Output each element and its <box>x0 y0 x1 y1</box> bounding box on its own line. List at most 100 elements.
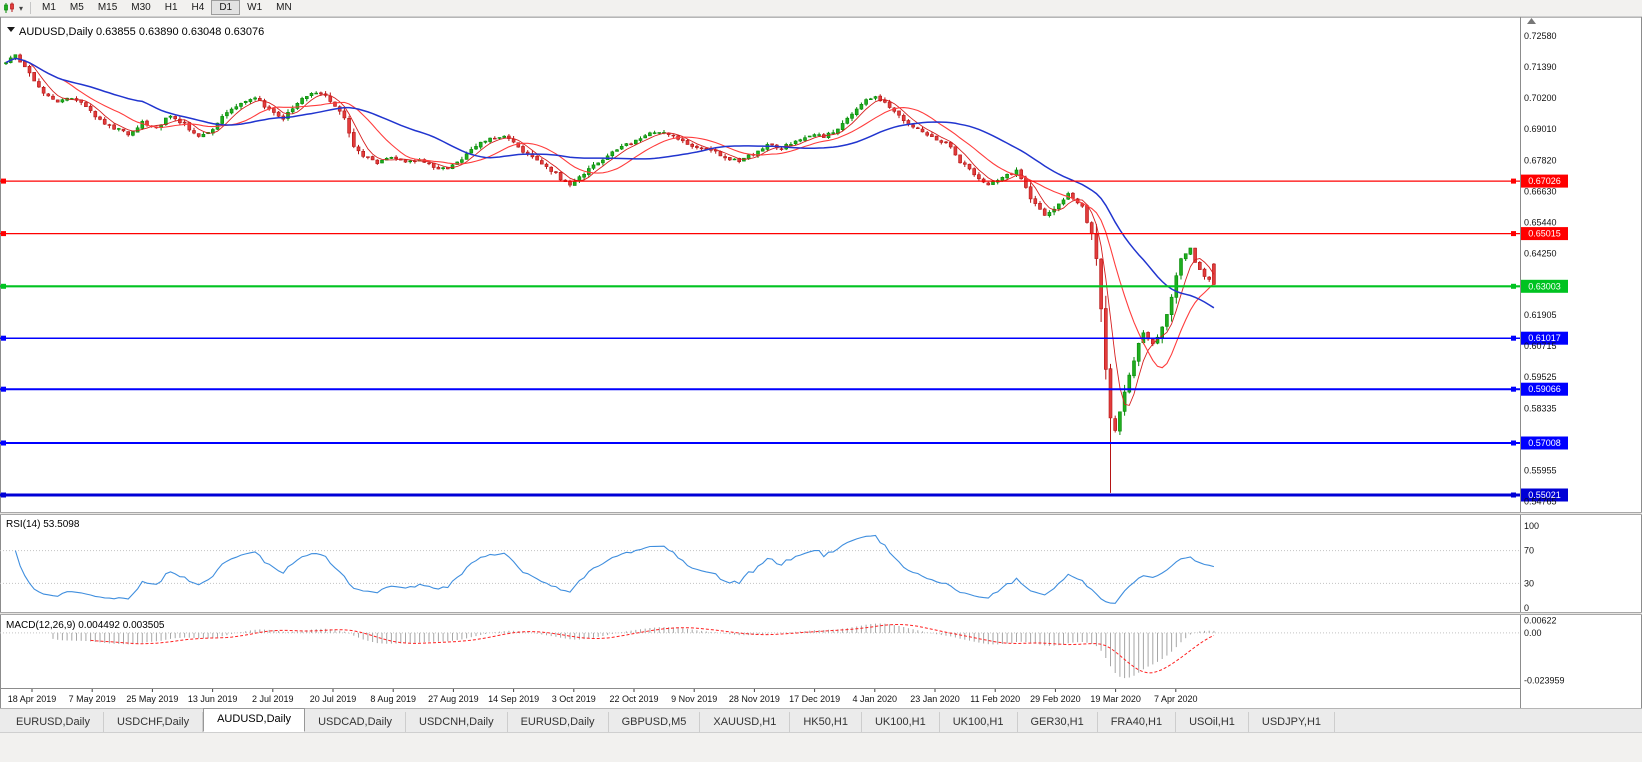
pane-divider[interactable] <box>0 612 1642 615</box>
line-handle[interactable] <box>1 231 6 237</box>
line-handle[interactable] <box>1511 283 1516 289</box>
svg-text:14 Sep 2019: 14 Sep 2019 <box>488 694 539 704</box>
svg-text:11 Feb 2020: 11 Feb 2020 <box>970 694 1020 704</box>
line-handle[interactable] <box>1511 492 1516 498</box>
svg-text:0.65440: 0.65440 <box>1524 218 1557 228</box>
status-bar <box>0 732 1642 762</box>
timeframe-button-m15[interactable]: M15 <box>97 2 118 13</box>
chart-tab-gbpusd-m5[interactable]: GBPUSD,M5 <box>609 712 701 732</box>
line-handle[interactable] <box>1 440 6 446</box>
svg-text:29 Feb 2020: 29 Feb 2020 <box>1030 694 1081 704</box>
svg-text:7 Apr 2020: 7 Apr 2020 <box>1154 694 1198 704</box>
timeframe-button-m5[interactable]: M5 <box>69 2 84 13</box>
svg-text:0.72580: 0.72580 <box>1524 31 1557 41</box>
svg-text:70: 70 <box>1524 546 1534 556</box>
svg-text:100: 100 <box>1524 521 1539 531</box>
line-handle[interactable] <box>1511 440 1516 446</box>
chart-title: AUDUSD,Daily 0.63855 0.63890 0.63048 0.6… <box>19 26 264 38</box>
hline-0.55021[interactable] <box>0 492 1520 498</box>
price-tag <box>1521 174 1568 188</box>
chevron-down-icon[interactable]: ▾ <box>19 3 24 13</box>
chart-tab-usdcnh-daily[interactable]: USDCNH,Daily <box>406 712 508 732</box>
svg-text:8 Aug 2019: 8 Aug 2019 <box>370 694 416 704</box>
svg-text:9 Nov 2019: 9 Nov 2019 <box>671 694 717 704</box>
svg-text:25 May 2019: 25 May 2019 <box>126 694 178 704</box>
pane-divider[interactable] <box>0 512 1642 515</box>
chart-tab-eurusd-daily[interactable]: EURUSD,Daily <box>3 712 104 732</box>
svg-text:20 Jul 2019: 20 Jul 2019 <box>310 694 357 704</box>
timeframe-button-h4[interactable]: H4 <box>191 2 205 13</box>
svg-text:-0.023959: -0.023959 <box>1524 676 1565 686</box>
timeframe-button-m30[interactable]: M30 <box>131 2 151 13</box>
line-handle[interactable] <box>1 335 6 341</box>
hline-0.63003[interactable] <box>0 283 1520 289</box>
chart-tab-eurusd-daily[interactable]: EURUSD,Daily <box>508 712 609 732</box>
chart-tab-usdcad-daily[interactable]: USDCAD,Daily <box>305 712 407 732</box>
svg-text:0.59525: 0.59525 <box>1524 372 1557 382</box>
chart-window: 0.67026 0.65015 0.63003 0.61017 0.59066 0.570… <box>0 17 1642 708</box>
timeframe-button-m1[interactable]: M1 <box>42 2 56 13</box>
scale-scroll-icon[interactable] <box>1527 18 1536 24</box>
svg-text:7 May 2019: 7 May 2019 <box>69 694 116 704</box>
line-handle[interactable] <box>1 178 6 184</box>
price-tag-label: 0.65015 <box>1528 229 1561 239</box>
rsi-line <box>14 534 1215 604</box>
price-tag-label: 0.59066 <box>1528 384 1561 394</box>
line-handle[interactable] <box>1511 335 1516 341</box>
svg-text:0.54765: 0.54765 <box>1524 497 1557 507</box>
date-axis[interactable] <box>0 688 1520 708</box>
chart-tab-xauusd-h1[interactable]: XAUUSD,H1 <box>700 712 791 732</box>
one-click-trading-icon[interactable] <box>7 27 15 32</box>
line-handle[interactable] <box>1511 386 1516 392</box>
hline-0.65015[interactable] <box>0 231 1520 237</box>
hline-0.59066[interactable] <box>0 386 1520 392</box>
svg-text:0.00622: 0.00622 <box>1524 616 1557 626</box>
price-axis[interactable] <box>1520 17 1642 688</box>
svg-text:0.00: 0.00 <box>1524 628 1542 638</box>
macd-signal-line <box>90 624 1215 674</box>
svg-text:0.70200: 0.70200 <box>1524 93 1557 103</box>
svg-text:3 Oct 2019: 3 Oct 2019 <box>552 694 596 704</box>
chart-tab-usdjpy-h1[interactable]: USDJPY,H1 <box>1249 712 1336 732</box>
hline-0.61017[interactable] <box>0 335 1520 341</box>
svg-text:18 Apr 2019: 18 Apr 2019 <box>8 694 57 704</box>
line-handle[interactable] <box>1 492 6 498</box>
svg-text:23 Jan 2020: 23 Jan 2020 <box>910 694 960 704</box>
candlesticks <box>4 53 1216 493</box>
price-tag-label: 0.57008 <box>1528 438 1561 448</box>
svg-text:0.71390: 0.71390 <box>1524 62 1557 72</box>
chart-tab-hk50-h1[interactable]: HK50,H1 <box>790 712 862 732</box>
chart-type-icon[interactable] <box>3 2 18 14</box>
line-handle[interactable] <box>1 283 6 289</box>
timeframe-button-mn[interactable]: MN <box>276 2 292 13</box>
line-handle[interactable] <box>1511 231 1516 237</box>
chart-tab-ger30-h1[interactable]: GER30,H1 <box>1018 712 1098 732</box>
chart-tabs-bar: EURUSD,Daily USDCHF,Daily AUDUSD,Daily USDC… <box>0 708 1642 732</box>
svg-text:0.58335: 0.58335 <box>1524 403 1557 413</box>
svg-text:0.67820: 0.67820 <box>1524 155 1557 165</box>
macd-label: MACD(12,26,9) 0.004492 0.003505 <box>6 620 165 631</box>
price-tag <box>1521 227 1568 241</box>
chart-tab-usoil-h1[interactable]: USOil,H1 <box>1176 712 1249 732</box>
timeframe-button-h1[interactable]: H1 <box>164 2 178 13</box>
timeframe-button-w1[interactable]: W1 <box>247 2 263 13</box>
line-handle[interactable] <box>1 386 6 392</box>
chart-tab-audusd-daily[interactable]: AUDUSD,Daily <box>203 708 306 732</box>
toolbar-separator <box>30 2 32 14</box>
price-axis-labels: 0.72580 0.71390 0.70200 0.69010 0.67820 0.666… <box>1524 31 1565 686</box>
chart-tab-usdchf-daily[interactable]: USDCHF,Daily <box>104 712 204 732</box>
line-handle[interactable] <box>1511 178 1516 184</box>
hline-0.67026[interactable] <box>0 178 1520 184</box>
chart-tab-uk100-h1[interactable]: UK100,H1 <box>940 712 1018 732</box>
svg-text:13 Jun 2019: 13 Jun 2019 <box>188 694 238 704</box>
price-tag-label: 0.61017 <box>1528 333 1561 343</box>
timeframe-button-d1[interactable]: D1 <box>211 0 241 15</box>
svg-text:0.69010: 0.69010 <box>1524 124 1557 134</box>
macd-histogram <box>52 623 1215 679</box>
chart-tab-fra40-h1[interactable]: FRA40,H1 <box>1098 712 1177 732</box>
rsi-label: RSI(14) 53.5098 <box>6 519 80 530</box>
hline-0.57008[interactable] <box>0 440 1520 446</box>
chart-tab-uk100-h1[interactable]: UK100,H1 <box>862 712 940 732</box>
date-axis-labels: 18 Apr 2019 7 May 2019 25 May 2019 13 Jun 2… <box>8 689 1198 704</box>
ma-13-line <box>5 57 1215 369</box>
